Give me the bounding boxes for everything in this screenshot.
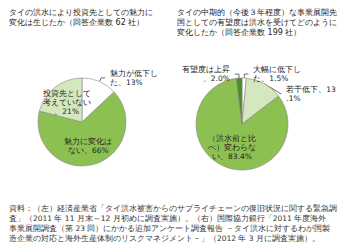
svg-text:い、83.4%: い、83.4% [212, 152, 252, 161]
svg-text:ない、66%: ない、66% [68, 146, 109, 155]
svg-text:タイの洪水により投資先としての魅力に: タイの洪水により投資先としての魅力に [9, 8, 153, 17]
svg-text:タイの中期的（今後３年程度）な事業展開先: タイの中期的（今後３年程度）な事業展開先 [177, 8, 337, 17]
svg-text:、2.0%: 、2.0% [203, 74, 230, 83]
svg-text:た、1.5%: た、1.5% [253, 74, 288, 83]
svg-text:変化は生じたか（回答企業数 62 社）: 変化は生じたか（回答企業数 62 社） [9, 18, 144, 27]
svg-text:変化したか（回答企業数 199 社）: 変化したか（回答企業数 199 社） [177, 28, 301, 37]
svg-text:大幅に低下し: 大幅に低下し [253, 65, 301, 74]
svg-text:事業展開調査（第 23 回）にかかる追加アンケート調査報告: 事業展開調査（第 23 回）にかかる追加アンケート調査報告 －タイ洪水に対するわ… [9, 224, 330, 233]
svg-text:べ）変わらな: べ）変わらな [208, 143, 256, 152]
svg-text:（洪水前と比: （洪水前と比 [208, 134, 256, 143]
svg-text:造企業の対応と海外生産体制のリスクマネジメント－」（2012: 造企業の対応と海外生産体制のリスクマネジメント－」（2012 年 3 月に調査実… [9, 234, 320, 243]
svg-text:た、13%: た、13% [110, 78, 143, 87]
svg-text:資料：（左）経済産業省「タイ洪水被害からのサプライチェーンの: 資料：（左）経済産業省「タイ洪水被害からのサプライチェーンの復旧状況に関する緊急… [9, 204, 337, 213]
svg-text:投資先として: 投資先として [42, 89, 91, 98]
svg-text:魅力に変化は: 魅力に変化は [64, 137, 112, 146]
svg-text:査」（2011 年 11 月末～12 月初めに調査実施）。（: 査」（2011 年 11 月末～12 月初めに調査実施）。（右）国際協力銀行「2… [9, 214, 326, 223]
svg-text:若干低下、13: 若干低下、13 [286, 85, 336, 94]
svg-text:考えていない: 考えていない [43, 98, 91, 107]
svg-text:、21%: 、21% [54, 107, 79, 116]
svg-text:国としての有望度は洪水を受けてどのように: 国としての有望度は洪水を受けてどのように [177, 18, 337, 27]
svg-text:魅力が低下し: 魅力が低下し [110, 69, 158, 78]
svg-text:有望度は上昇: 有望度は上昇 [182, 65, 230, 74]
svg-text:.1%: .1% [286, 94, 300, 103]
